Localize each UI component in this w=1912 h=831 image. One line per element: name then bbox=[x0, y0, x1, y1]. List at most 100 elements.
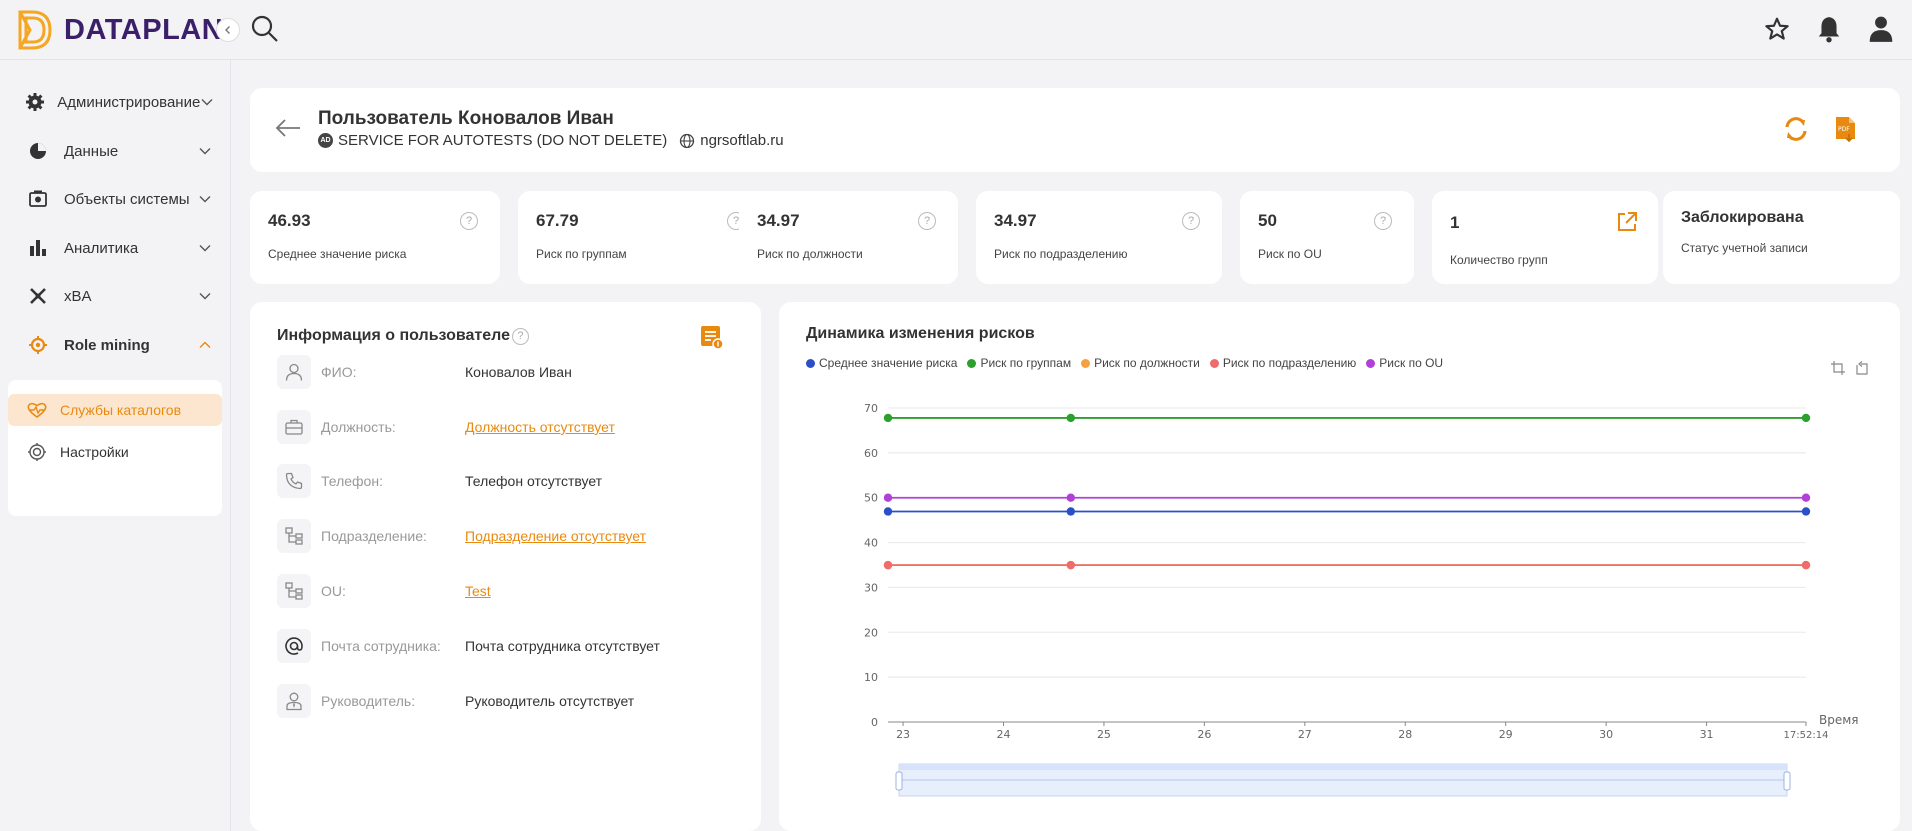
stat-value: 34.97 bbox=[757, 211, 800, 230]
chevron-down-icon bbox=[196, 195, 214, 203]
chevron-down-icon bbox=[196, 147, 214, 155]
sidebar-item-directory-services[interactable]: Службы каталогов bbox=[8, 394, 222, 426]
info-row-position: Должность: Должность отсутствует bbox=[277, 410, 747, 444]
hierarchy-icon bbox=[277, 519, 311, 553]
help-icon[interactable]: ? bbox=[511, 327, 529, 345]
stat-label: Риск по группам bbox=[536, 247, 627, 261]
info-row-department: Подразделение: Подразделение отсутствует bbox=[277, 519, 747, 553]
info-link-position[interactable]: Должность отсутствует bbox=[465, 419, 615, 435]
chevron-down-icon bbox=[196, 292, 214, 300]
sidebar-item-label: Администрирование bbox=[57, 93, 201, 111]
y-tick-label: 0 bbox=[871, 716, 878, 729]
sidebar-item-settings[interactable]: Настройки bbox=[8, 436, 222, 468]
at-icon bbox=[277, 629, 311, 663]
legend-dot bbox=[1081, 358, 1091, 368]
info-row-ou: OU: Test bbox=[277, 574, 747, 608]
ad-badge-icon: AD bbox=[318, 133, 333, 148]
xba-icon bbox=[24, 282, 52, 310]
pdf-download-icon: PDF bbox=[1836, 117, 1855, 143]
info-row-manager: Руководитель: Руководитель отсутствует bbox=[277, 684, 747, 718]
info-key: Телефон: bbox=[321, 473, 383, 489]
sidebar-item-data[interactable]: Данные bbox=[8, 131, 222, 171]
help-icon[interactable]: ? bbox=[1182, 212, 1200, 230]
profile-button[interactable] bbox=[1866, 12, 1896, 46]
data-point bbox=[1066, 507, 1075, 516]
x-tick-label: 28 bbox=[1398, 728, 1412, 741]
sidebar-item-role-mining[interactable]: Role mining bbox=[8, 325, 222, 365]
bell-icon bbox=[1818, 17, 1840, 43]
export-pdf-button[interactable]: PDF bbox=[1832, 114, 1860, 144]
logo[interactable]: DATAPLAN bbox=[16, 8, 223, 52]
briefcase-icon bbox=[277, 410, 311, 444]
stat-card-avg-risk: 46.93 Среднее значение риска ? bbox=[250, 191, 500, 284]
data-point bbox=[1801, 507, 1811, 516]
arrow-left-icon bbox=[275, 119, 300, 137]
info-value: Почта сотрудника отсутствует bbox=[465, 638, 660, 654]
data-point bbox=[1066, 413, 1075, 423]
section-title: Информация о пользователе ? bbox=[277, 327, 529, 345]
legend-label: Риск по OU bbox=[1379, 356, 1444, 370]
x-axis-label: Время bbox=[1819, 713, 1859, 727]
legend-entry[interactable]: Риск по группам bbox=[967, 356, 1071, 370]
refresh-icon bbox=[1785, 117, 1807, 141]
info-link-department[interactable]: Подразделение отсутствует bbox=[465, 528, 647, 544]
legend-entry[interactable]: Риск по подразделению bbox=[1209, 356, 1357, 370]
x-tick-label: 31 bbox=[1700, 728, 1714, 741]
role-mining-icon bbox=[24, 331, 52, 359]
sidebar-item-label: Настройки bbox=[60, 444, 129, 460]
chart-title: Динамика изменения рисков bbox=[806, 325, 1035, 342]
info-value: Коновалов Иван bbox=[465, 364, 572, 380]
sidebar-item-analytics[interactable]: Аналитика bbox=[8, 228, 222, 268]
chevron-down-icon bbox=[200, 98, 214, 106]
document-icon bbox=[701, 326, 724, 350]
logo-mark-icon bbox=[18, 10, 52, 50]
risk-dynamics-card: Динамика изменения рисков Среднее значен… bbox=[779, 302, 1900, 831]
legend-entry[interactable]: Среднее значение риска bbox=[806, 356, 957, 370]
collapse-sidebar-button[interactable] bbox=[216, 18, 240, 42]
user-report-button[interactable] bbox=[699, 324, 725, 350]
legend-entry[interactable]: Риск по OU bbox=[1366, 356, 1443, 370]
sidebar-item-label: Данные bbox=[64, 142, 119, 160]
help-icon[interactable]: ? bbox=[1374, 212, 1392, 230]
sidebar-item-label: Аналитика bbox=[64, 239, 139, 257]
favorites-button[interactable] bbox=[1762, 12, 1792, 46]
objects-icon bbox=[24, 185, 52, 213]
refresh-button[interactable] bbox=[1782, 114, 1810, 144]
stat-card-position-risk: 34.97 Риск по должности ? bbox=[739, 191, 958, 284]
x-tick-label: 25 bbox=[1097, 728, 1111, 741]
search-button[interactable] bbox=[250, 14, 282, 46]
section-title-text: Информация о пользователе bbox=[277, 327, 510, 344]
x-tick-label: 24 bbox=[997, 728, 1011, 741]
zoom-reset-button[interactable] bbox=[1854, 360, 1870, 381]
stat-card-group-count: 1 Количество групп bbox=[1432, 191, 1658, 284]
info-link-ou[interactable]: Test bbox=[465, 583, 491, 599]
help-icon[interactable]: ? bbox=[918, 212, 936, 230]
y-tick-label: 40 bbox=[864, 537, 878, 550]
notifications-button[interactable] bbox=[1814, 12, 1844, 46]
info-row-full-name: ФИО: Коновалов Иван bbox=[277, 355, 747, 389]
sidebar-item-xba[interactable]: xBA bbox=[8, 276, 222, 316]
legend-dot bbox=[1209, 358, 1219, 368]
legend-dot bbox=[967, 358, 977, 368]
stat-card-department-risk: 34.97 Риск по подразделению ? bbox=[976, 191, 1222, 284]
info-row-phone: Телефон: Телефон отсутствует bbox=[277, 464, 747, 498]
x-tick-label: 29 bbox=[1499, 728, 1513, 741]
zoom-area-button[interactable] bbox=[1830, 360, 1846, 381]
open-groups-button[interactable] bbox=[1616, 211, 1638, 233]
back-button[interactable] bbox=[274, 116, 302, 140]
user-icon bbox=[1869, 16, 1893, 42]
stat-label: Статус учетной записи bbox=[1681, 241, 1808, 255]
info-value: Телефон отсутствует bbox=[465, 473, 603, 489]
zoom-handle-left[interactable] bbox=[895, 771, 903, 791]
y-tick-label: 50 bbox=[864, 492, 878, 505]
heartbeat-icon bbox=[24, 397, 50, 423]
help-icon[interactable]: ? bbox=[460, 212, 478, 230]
legend-entry[interactable]: Риск по должности bbox=[1081, 356, 1200, 370]
zoom-handle-right[interactable] bbox=[1783, 771, 1791, 791]
pie-icon bbox=[24, 137, 52, 165]
stat-label: Количество групп bbox=[1450, 253, 1548, 267]
sidebar-item-administration[interactable]: Администрирование bbox=[8, 82, 222, 122]
settings-icon bbox=[24, 439, 50, 465]
sidebar-item-system-objects[interactable]: Объекты системы bbox=[8, 179, 222, 219]
legend-label: Риск по подразделению bbox=[1222, 356, 1357, 370]
